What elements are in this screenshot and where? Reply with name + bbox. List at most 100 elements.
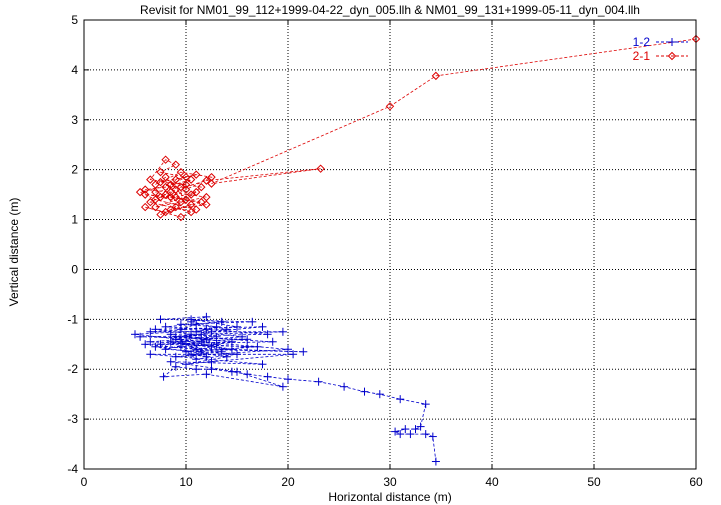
data-point	[192, 320, 201, 329]
data-point	[151, 342, 160, 351]
data-point	[421, 430, 430, 439]
data-point	[197, 347, 206, 356]
data-point	[171, 335, 180, 344]
data-point	[192, 345, 201, 354]
data-point	[176, 182, 186, 192]
data-point	[176, 342, 185, 351]
data-point	[217, 317, 226, 326]
data-point	[233, 367, 241, 376]
x-tick-label: 50	[587, 475, 601, 489]
data-point	[253, 342, 262, 351]
x-tick-label: 0	[81, 475, 88, 489]
data-point	[316, 164, 325, 173]
data-point	[278, 327, 287, 336]
data-point	[136, 332, 145, 341]
data-point	[268, 337, 277, 346]
data-point	[176, 212, 186, 222]
data-point	[182, 332, 190, 341]
data-point	[396, 430, 405, 439]
data-point	[227, 345, 236, 354]
data-point	[166, 330, 175, 339]
data-point	[227, 337, 236, 346]
data-point	[233, 350, 241, 359]
data-point	[182, 340, 190, 349]
data-point	[146, 197, 155, 207]
data-point	[340, 382, 349, 391]
data-point	[406, 430, 415, 439]
data-point	[212, 340, 221, 349]
x-tick-label: 60	[689, 475, 703, 489]
data-point	[141, 340, 150, 349]
data-point	[411, 425, 420, 434]
data-point	[197, 330, 206, 339]
data-point	[186, 175, 196, 184]
grid-layer	[84, 20, 696, 469]
data-point	[161, 182, 170, 192]
data-point	[385, 102, 395, 111]
data-point	[161, 172, 170, 182]
data-point	[171, 362, 180, 371]
data-point	[191, 187, 201, 197]
data-point	[186, 207, 196, 217]
series-line	[134, 316, 437, 462]
data-point	[202, 325, 211, 334]
data-point	[197, 182, 206, 192]
x-tick-label: 40	[485, 475, 499, 489]
data-point	[156, 177, 165, 187]
data-point	[217, 347, 226, 356]
data-point	[431, 71, 441, 81]
data-point	[146, 175, 155, 184]
data-point	[207, 365, 216, 374]
data-point	[258, 360, 267, 369]
data-point	[176, 325, 185, 334]
legend-label: 1-2	[633, 35, 651, 49]
legend-label: 2-1	[633, 49, 651, 63]
x-tick-label: 10	[179, 475, 193, 489]
data-point	[233, 322, 241, 331]
data-point	[159, 372, 168, 381]
data-point	[161, 345, 170, 354]
data-point	[146, 327, 155, 336]
y-tick-label: 1	[71, 213, 78, 227]
data-point	[151, 202, 160, 212]
data-point	[156, 340, 165, 349]
data-point	[202, 312, 211, 321]
data-point	[284, 345, 292, 354]
data-point	[156, 315, 165, 324]
data-point	[222, 352, 231, 361]
data-point	[278, 382, 287, 391]
data-point	[181, 180, 191, 189]
legend: 1-22-1	[633, 35, 688, 63]
data-point	[284, 375, 292, 384]
data-point	[131, 330, 139, 339]
data-point	[191, 170, 201, 179]
data-point	[375, 390, 384, 399]
data-point	[176, 167, 186, 177]
data-point	[289, 350, 298, 359]
data-point	[146, 337, 155, 346]
data-point	[263, 330, 272, 339]
series-layer	[131, 34, 701, 466]
y-tick-label: -2	[67, 362, 78, 376]
data-point	[421, 400, 430, 409]
y-tick-label: 2	[71, 163, 78, 177]
data-point	[207, 327, 216, 336]
data-point	[187, 330, 196, 339]
data-point	[197, 197, 206, 207]
y-tick-label: -3	[67, 412, 78, 426]
legend-marker	[668, 38, 676, 46]
data-point	[140, 202, 150, 212]
data-point	[222, 325, 231, 334]
series-2-1	[135, 34, 701, 222]
data-point	[299, 347, 308, 356]
data-point	[391, 427, 400, 436]
data-point	[181, 195, 191, 204]
x-axis-label: Horizontal distance (m)	[328, 490, 451, 504]
data-point	[182, 360, 190, 369]
data-point	[202, 200, 211, 209]
data-point	[191, 205, 201, 214]
data-point	[166, 337, 175, 346]
data-point	[207, 172, 216, 182]
data-point	[207, 179, 216, 188]
